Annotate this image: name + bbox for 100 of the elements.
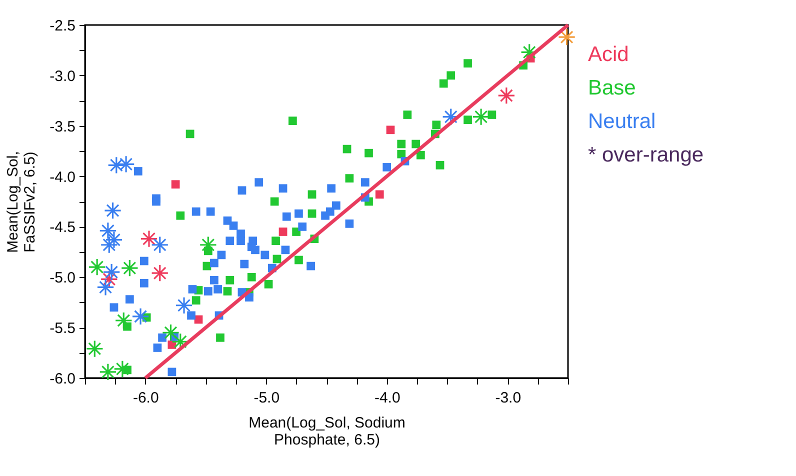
point <box>298 222 307 231</box>
x-tick-label: -6.0 <box>132 390 159 406</box>
y-tick-label: -3.5 <box>50 118 76 136</box>
point <box>151 264 169 282</box>
point <box>327 184 336 193</box>
point <box>171 180 180 189</box>
point <box>260 250 270 260</box>
point <box>558 28 576 46</box>
y-tick-label: -4.0 <box>50 168 76 186</box>
point <box>382 163 392 172</box>
point <box>520 43 538 62</box>
point <box>288 116 297 125</box>
point <box>278 184 288 193</box>
point <box>247 242 256 252</box>
point <box>223 287 232 296</box>
point <box>397 150 406 158</box>
point <box>102 263 120 281</box>
point <box>134 167 142 176</box>
point <box>162 324 180 342</box>
point <box>114 312 132 330</box>
point <box>472 108 490 126</box>
point <box>403 110 412 119</box>
point <box>270 197 279 206</box>
point <box>153 344 162 352</box>
point <box>308 209 316 218</box>
x-tick-label: -5.0 <box>254 390 280 406</box>
x-tick-label: -3.0 <box>495 390 522 406</box>
point <box>204 287 212 296</box>
point <box>105 230 123 249</box>
point <box>117 155 135 174</box>
point <box>397 140 406 148</box>
y-axis-title: Mean(Log_Sol, FaSSIFv2, 6.5) <box>4 151 39 253</box>
point <box>86 340 104 358</box>
point <box>88 258 106 276</box>
point <box>375 190 384 199</box>
x-axis-title: Mean(Log_Sol, Sodium Phosphate, 6.5) <box>248 414 406 448</box>
point <box>264 280 273 288</box>
x-tick-label: -4.0 <box>374 390 400 406</box>
point <box>272 236 280 246</box>
point <box>187 311 196 320</box>
point <box>108 156 126 174</box>
point <box>306 262 315 270</box>
point <box>175 296 193 314</box>
point <box>464 59 472 68</box>
point <box>151 236 169 254</box>
point <box>332 201 340 210</box>
point <box>226 276 234 284</box>
point <box>99 222 117 240</box>
point <box>186 130 194 138</box>
point <box>498 86 516 104</box>
point <box>282 212 291 221</box>
point <box>436 161 444 170</box>
point <box>446 71 456 80</box>
point <box>206 207 215 216</box>
point <box>216 333 224 342</box>
point <box>168 368 176 376</box>
y-tick-label: -5.5 <box>50 320 76 338</box>
point <box>416 150 425 160</box>
point <box>240 260 249 268</box>
point <box>140 230 158 248</box>
point <box>125 295 134 304</box>
point <box>412 140 420 148</box>
point <box>210 258 218 268</box>
point <box>488 110 496 119</box>
point <box>326 207 334 216</box>
y-tick-label: -5.0 <box>50 270 76 287</box>
y-tick-label: -6.0 <box>50 370 76 388</box>
point <box>464 116 472 124</box>
point <box>364 148 373 158</box>
point <box>96 278 114 296</box>
point <box>247 272 256 282</box>
point <box>140 279 148 288</box>
point <box>210 276 218 284</box>
point <box>345 174 354 182</box>
point <box>281 246 290 254</box>
text: Acid <box>588 43 629 66</box>
point <box>152 197 160 206</box>
text: * over-range <box>588 144 704 166</box>
point <box>226 236 234 246</box>
point <box>104 202 122 220</box>
point <box>439 79 448 88</box>
point <box>294 256 303 264</box>
point <box>110 303 118 312</box>
point <box>192 207 200 216</box>
point <box>158 333 166 342</box>
point <box>217 250 226 260</box>
point <box>432 120 441 130</box>
point <box>100 236 118 254</box>
point <box>176 211 185 220</box>
point <box>386 126 395 134</box>
point <box>192 296 200 305</box>
point <box>140 256 148 266</box>
point <box>238 186 246 195</box>
point <box>132 308 150 326</box>
point <box>229 222 238 230</box>
point <box>342 144 352 154</box>
point <box>308 190 316 199</box>
y-tick-label: -2.5 <box>50 18 76 34</box>
point <box>278 228 288 236</box>
y-tick-label: -3.0 <box>50 68 76 85</box>
